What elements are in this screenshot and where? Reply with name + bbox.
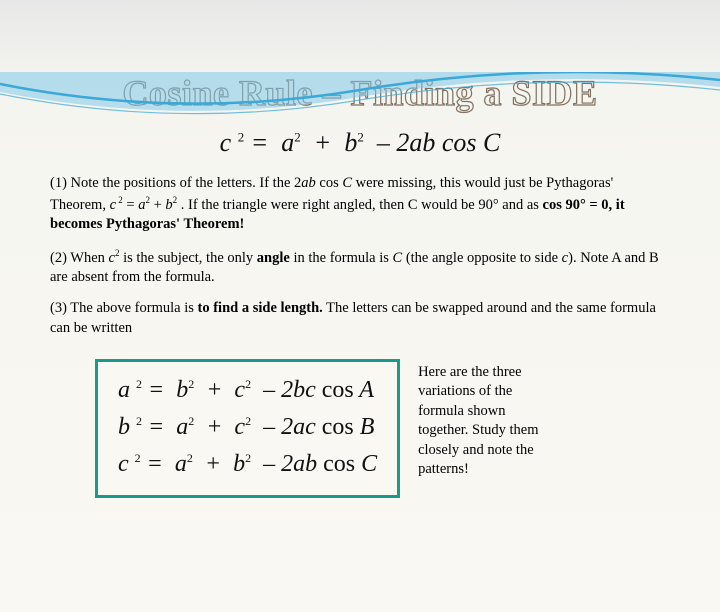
main-formula: c 2 = a2 + b2 – 2ab cos C [0, 128, 720, 158]
side-note: Here are the three variations of the for… [418, 359, 558, 480]
formula-variations-box: a 2 = b2 + c2 – 2bc cos A b 2 = a2 + c2 … [95, 359, 400, 499]
paragraph-1: (1) Note the positions of the letters. I… [0, 174, 720, 235]
formula-variant-a: a 2 = b2 + c2 – 2bc cos A [118, 372, 377, 409]
formula-variant-b: b 2 = a2 + c2 – 2ac cos B [118, 409, 377, 446]
formula-variant-c: c 2 = a2 + b2 – 2ab cos C [118, 446, 377, 483]
paragraph-2: (2) When c2 is the subject, the only ang… [0, 247, 720, 288]
page-title: Cosine Rule – Finding a SIDE [0, 72, 720, 114]
paragraph-3: (3) The above formula is to find a side … [0, 299, 720, 338]
